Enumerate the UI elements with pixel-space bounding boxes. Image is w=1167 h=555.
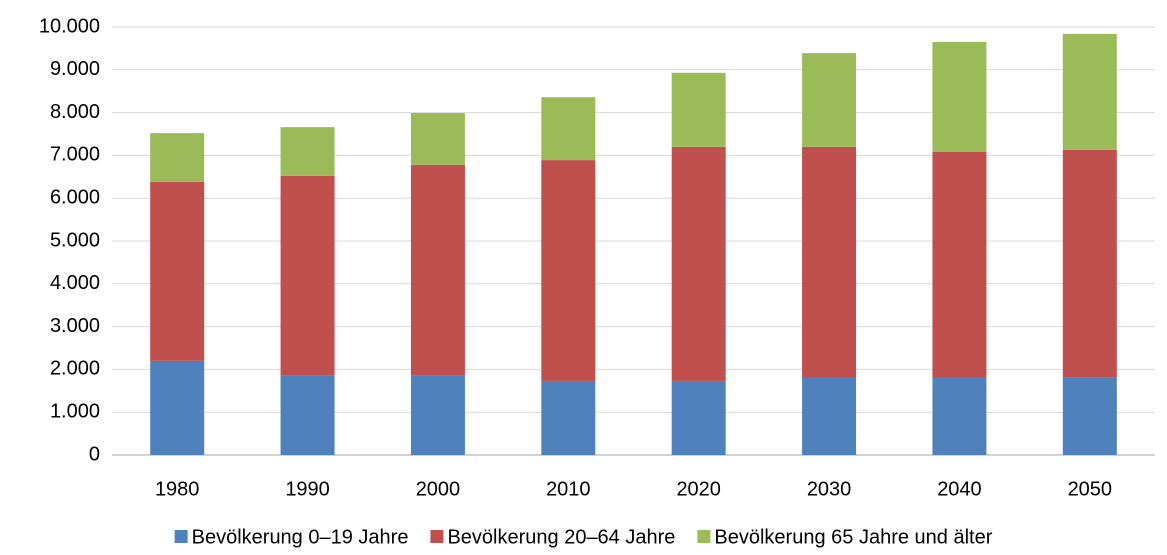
bar-segment [541, 97, 596, 161]
y-tick-label: 7.000 [50, 144, 100, 166]
legend-label: Bevölkerung 20–64 Jahre [447, 526, 675, 548]
bar-segment [280, 175, 335, 376]
bar-segment [671, 72, 726, 147]
bar-segment [671, 380, 726, 455]
bar-segment [932, 377, 987, 455]
bar-segment [802, 53, 857, 147]
y-tick-label: 5.000 [50, 229, 100, 251]
y-tick-label: 4.000 [50, 272, 100, 294]
bar-segment [541, 160, 596, 381]
bar-segment [802, 377, 857, 455]
x-tick-label: 2030 [807, 478, 852, 500]
x-tick-label: 2020 [676, 478, 721, 500]
bar-segment [150, 181, 205, 361]
y-tick-label: 2.000 [50, 358, 100, 380]
bar-segment [410, 113, 465, 165]
y-tick-label: 1.000 [50, 400, 100, 422]
y-tick-label: 10.000 [39, 15, 100, 37]
legend-label: Bevölkerung 65 Jahre und älter [714, 526, 992, 548]
bar-segment [280, 375, 335, 455]
x-tick-label: 2050 [1068, 478, 1113, 500]
bar-segment [541, 380, 596, 455]
x-tick-label: 1990 [285, 478, 330, 500]
bar-segment [671, 146, 726, 381]
bar-segment [1062, 33, 1117, 150]
bar-segment [1062, 149, 1117, 378]
bar-segment [280, 127, 335, 176]
bar-segment [150, 360, 205, 455]
legend-swatch [697, 530, 711, 543]
y-tick-label: 0 [89, 443, 100, 465]
bar-segment [1062, 377, 1117, 455]
x-tick-label: 2000 [416, 478, 461, 500]
legend-swatch [430, 530, 444, 543]
x-tick-label: 2040 [937, 478, 982, 500]
x-tick-label: 1980 [155, 478, 200, 500]
bar-segment [410, 164, 465, 376]
legend-swatch [174, 530, 188, 543]
y-tick-label: 6.000 [50, 186, 100, 208]
y-tick-label: 3.000 [50, 315, 100, 337]
y-tick-label: 9.000 [50, 58, 100, 80]
bar-segment [150, 133, 205, 182]
y-tick-label: 8.000 [50, 101, 100, 123]
bar-segment [802, 146, 857, 378]
bar-segment [410, 375, 465, 455]
legend-label: Bevölkerung 0–19 Jahre [192, 526, 409, 548]
x-tick-label: 2010 [546, 478, 591, 500]
bar-segment [932, 41, 987, 152]
bar-segment [932, 151, 987, 378]
